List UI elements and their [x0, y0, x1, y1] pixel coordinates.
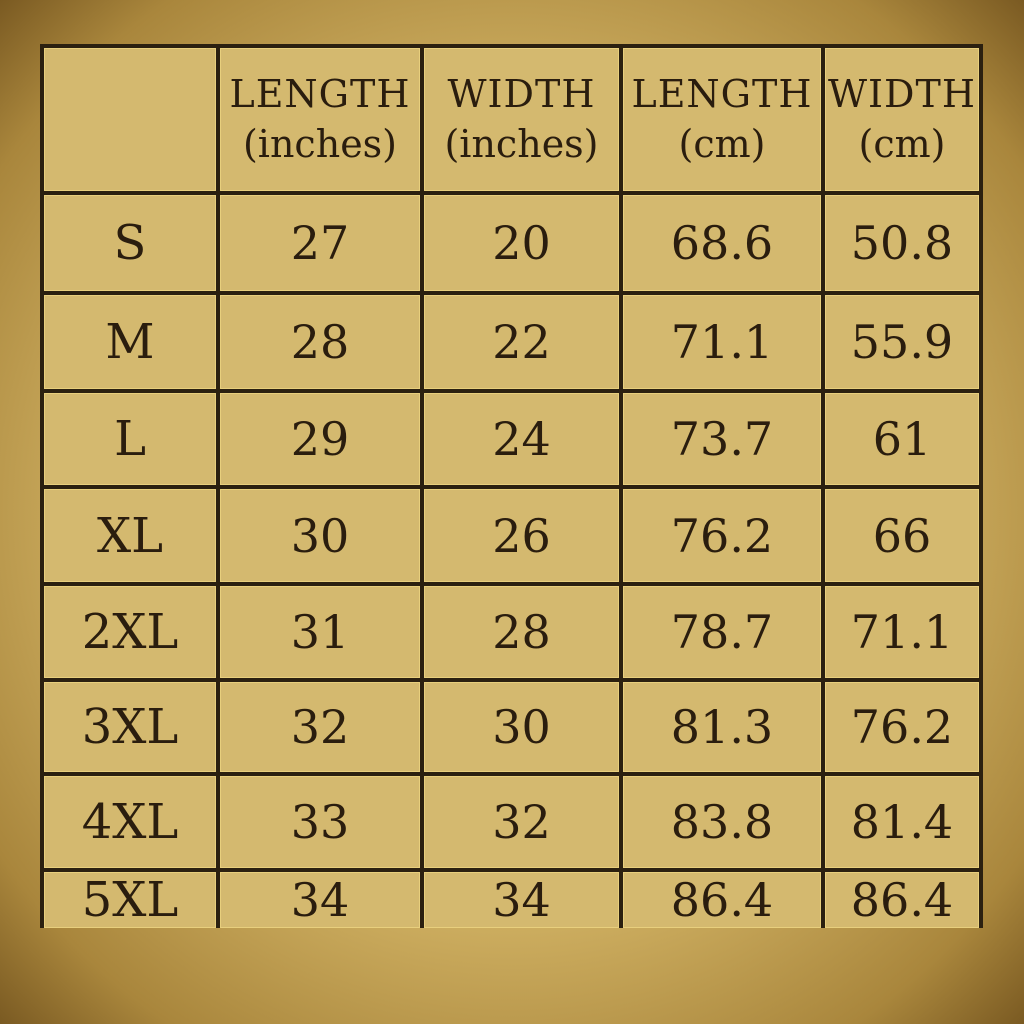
table-cell: 20	[424, 195, 619, 291]
size-chart-table: LENGTH (inches) WIDTH (inches) LENGTH (cm) WID…	[40, 44, 983, 928]
column-header: WIDTH (cm)	[825, 48, 979, 191]
table-cell: 61	[825, 393, 979, 485]
table-cell: 71.1	[623, 295, 821, 389]
table-cell: 32	[424, 776, 619, 868]
table-cell: 26	[424, 489, 619, 582]
size-label: S	[44, 195, 216, 291]
table-cell: 27	[220, 195, 420, 291]
header-title: LENGTH	[631, 72, 813, 117]
table-cell: 30	[424, 682, 619, 772]
table-cell: 83.8	[623, 776, 821, 868]
column-header: LENGTH (cm)	[623, 48, 821, 191]
column-header: WIDTH (inches)	[424, 48, 619, 191]
header-title: WIDTH	[447, 72, 596, 117]
size-label: 3XL	[44, 682, 216, 772]
corner-cell	[44, 48, 216, 191]
size-label: 2XL	[44, 586, 216, 678]
header-unit: (inches)	[444, 121, 599, 166]
table-cell: 86.4	[825, 872, 979, 928]
table-cell: 24	[424, 393, 619, 485]
table-cell: 28	[220, 295, 420, 389]
table-cell: 71.1	[825, 586, 979, 678]
table-cell: 66	[825, 489, 979, 582]
header-unit: (cm)	[858, 121, 946, 166]
table-cell: 34	[424, 872, 619, 928]
table-cell: 31	[220, 586, 420, 678]
table-cell: 55.9	[825, 295, 979, 389]
table-cell: 22	[424, 295, 619, 389]
table-cell: 50.8	[825, 195, 979, 291]
table-cell: 76.2	[825, 682, 979, 772]
header-unit: (cm)	[678, 121, 766, 166]
table-cell: 86.4	[623, 872, 821, 928]
table-cell: 28	[424, 586, 619, 678]
column-header: LENGTH (inches)	[220, 48, 420, 191]
table-cell: 30	[220, 489, 420, 582]
table-cell: 76.2	[623, 489, 821, 582]
size-label: 5XL	[44, 872, 216, 928]
table-cell: 81.3	[623, 682, 821, 772]
table-cell: 29	[220, 393, 420, 485]
header-title: WIDTH	[827, 72, 977, 117]
table-cell: 33	[220, 776, 420, 868]
table-cell: 78.7	[623, 586, 821, 678]
size-label: 4XL	[44, 776, 216, 868]
table-cell: 34	[220, 872, 420, 928]
size-label: L	[44, 393, 216, 485]
table-cell: 32	[220, 682, 420, 772]
header-unit: (inches)	[242, 121, 398, 166]
header-title: LENGTH	[229, 72, 411, 117]
size-label: M	[44, 295, 216, 389]
size-label: XL	[44, 489, 216, 582]
table-cell: 68.6	[623, 195, 821, 291]
table-cell: 73.7	[623, 393, 821, 485]
table-cell: 81.4	[825, 776, 979, 868]
